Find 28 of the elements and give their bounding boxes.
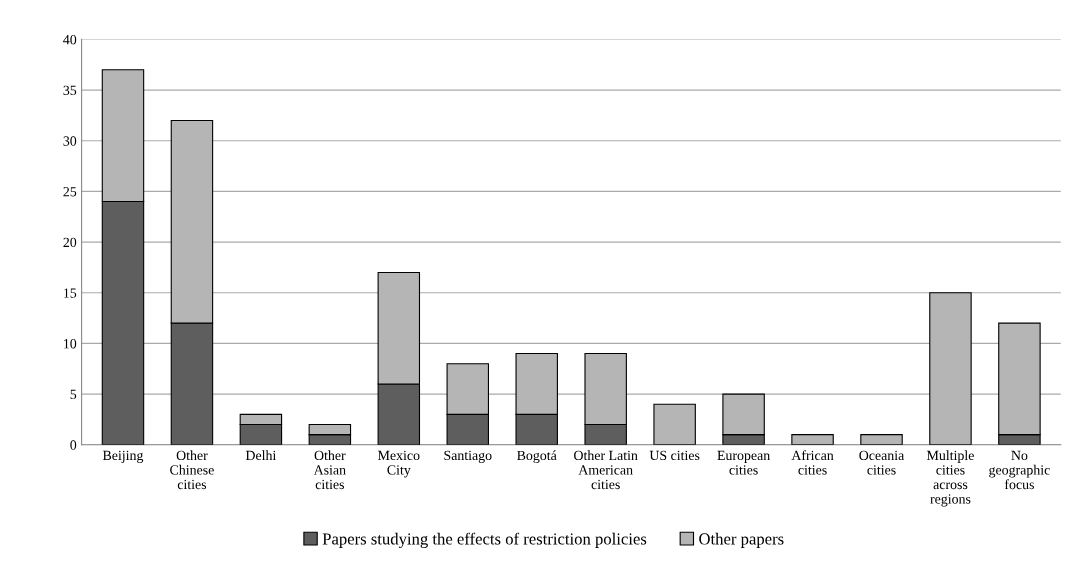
legend-label: Other papers [699, 532, 784, 548]
y-tick-label: 10 [64, 339, 77, 349]
y-tick-label: 40 [63, 34, 77, 45]
y-tick-label: 0 [70, 440, 77, 450]
x-tick-label: Other Asian cities [313, 450, 346, 490]
y-tick-label: 15 [64, 288, 77, 298]
x-tick-label: US cities [649, 450, 700, 461]
x-tick-label: Beijing [102, 450, 144, 463]
y-tick-label: 25 [63, 187, 77, 197]
x-tick-label: Other Latin American cities [574, 450, 638, 490]
x-tick-label: Bogotá [517, 450, 557, 463]
y-tick-label: 5 [70, 389, 77, 400]
y-tick-label: 35 [63, 85, 77, 96]
bar [791, 434, 834, 445]
x-tick-label: No geographic focus [989, 450, 1050, 490]
x-tick-label: African cities [791, 450, 834, 475]
x-tick-label: Mexico City [377, 450, 420, 478]
bar [860, 434, 903, 445]
y-tick-label: 30 [63, 136, 77, 146]
bar [653, 403, 696, 445]
x-tick-label: Multiple cities across regions [926, 450, 974, 507]
x-tick-label: Santiago [444, 450, 492, 463]
x-tick-label: Other Chinese cities [170, 450, 214, 490]
x-tick-label: Delhi [245, 450, 277, 461]
y-tick-label: 20 [63, 237, 77, 248]
legend-label: Papers studying the effects of restriction policies [322, 532, 647, 548]
x-tick-label: European cities [717, 450, 770, 475]
x-tick-label: Oceania cities [859, 450, 905, 475]
